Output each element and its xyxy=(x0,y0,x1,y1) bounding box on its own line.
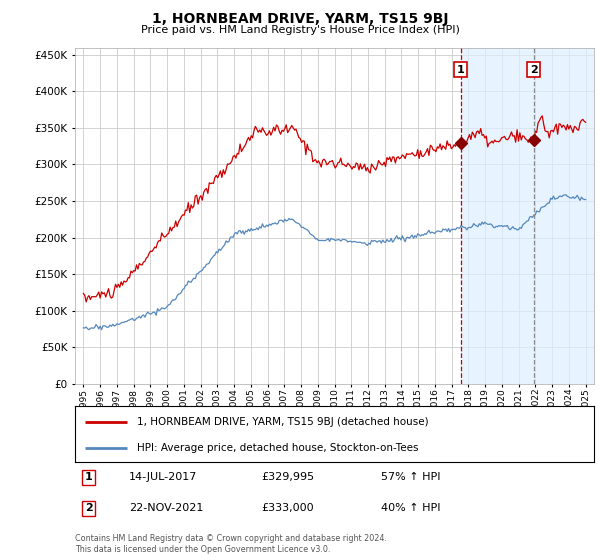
Text: Contains HM Land Registry data © Crown copyright and database right 2024.
This d: Contains HM Land Registry data © Crown c… xyxy=(75,534,387,554)
Text: 40% ↑ HPI: 40% ↑ HPI xyxy=(381,503,440,514)
Text: 1: 1 xyxy=(457,64,464,74)
Text: 57% ↑ HPI: 57% ↑ HPI xyxy=(381,472,440,482)
Text: £333,000: £333,000 xyxy=(261,503,314,514)
Text: 1, HORNBEAM DRIVE, YARM, TS15 9BJ: 1, HORNBEAM DRIVE, YARM, TS15 9BJ xyxy=(152,12,448,26)
Text: 14-JUL-2017: 14-JUL-2017 xyxy=(129,472,197,482)
Text: 2: 2 xyxy=(85,503,92,514)
Text: £329,995: £329,995 xyxy=(261,472,314,482)
Text: HPI: Average price, detached house, Stockton-on-Tees: HPI: Average price, detached house, Stoc… xyxy=(137,443,419,453)
Bar xyxy=(461,48,594,384)
Text: 22-NOV-2021: 22-NOV-2021 xyxy=(129,503,203,514)
Text: 1: 1 xyxy=(85,472,92,482)
Text: Price paid vs. HM Land Registry's House Price Index (HPI): Price paid vs. HM Land Registry's House … xyxy=(140,25,460,35)
Text: 1, HORNBEAM DRIVE, YARM, TS15 9BJ (detached house): 1, HORNBEAM DRIVE, YARM, TS15 9BJ (detac… xyxy=(137,417,429,427)
Text: 2: 2 xyxy=(530,64,538,74)
